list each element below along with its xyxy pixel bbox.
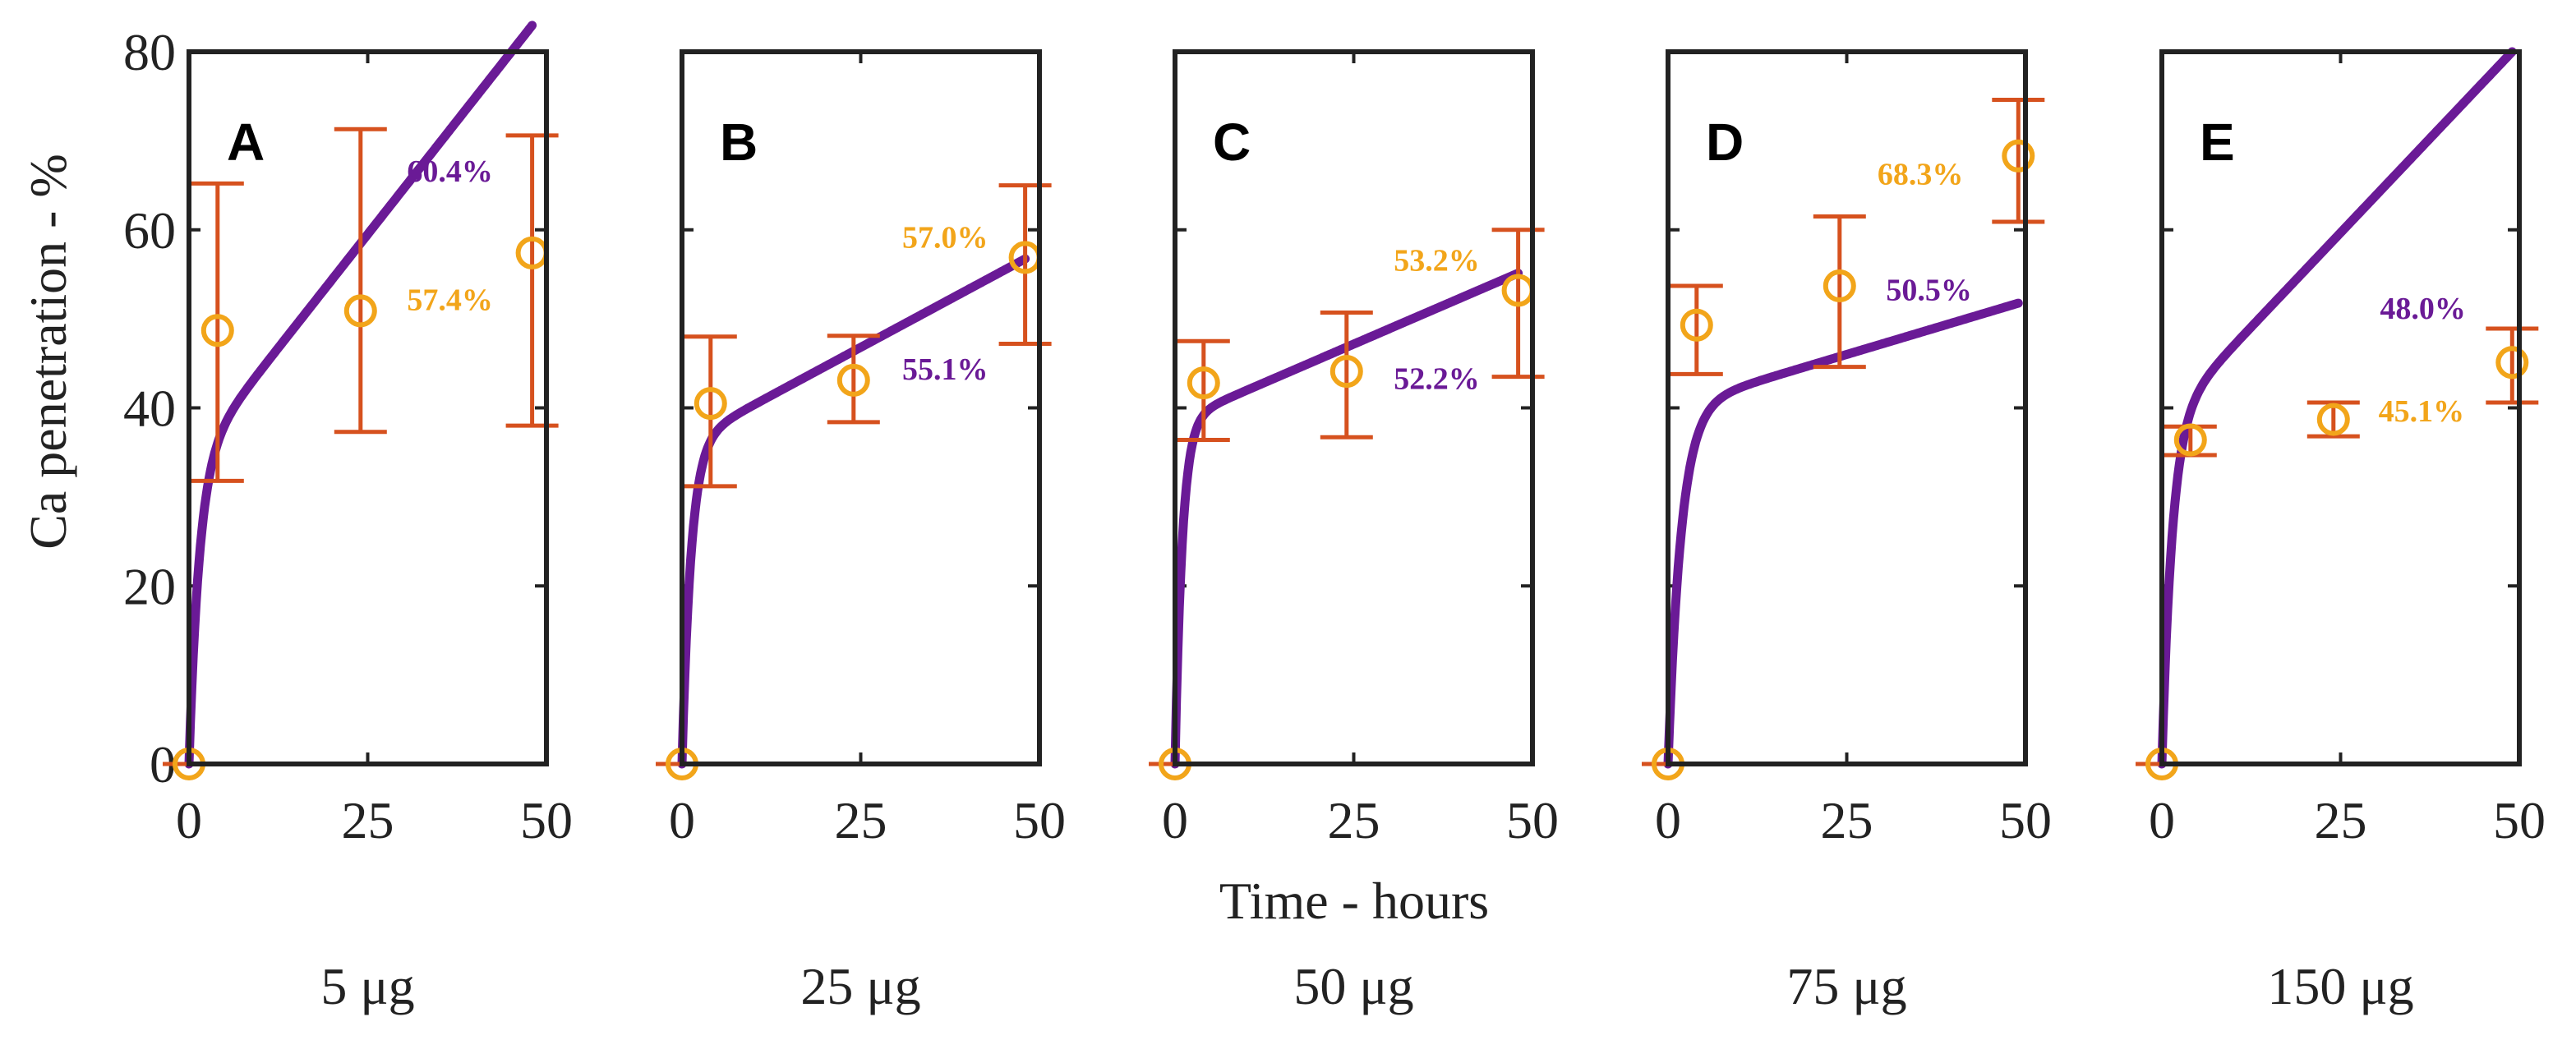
annotation-model: 50.5%: [1886, 273, 1972, 307]
panel-e: 0 25 50 E 48.0% 45.1% 150 μg: [2136, 47, 2546, 1015]
annotation-data: 53.2%: [1394, 244, 1480, 278]
data-point-marker: [836, 363, 870, 397]
y-tick-label: 80: [123, 23, 176, 81]
x-axis-label: Time - hours: [1219, 872, 1489, 930]
panel-b: 0 25 50 B 57.0% 55.1% 25 μg: [656, 49, 1066, 1015]
y-tick-label: 40: [123, 380, 176, 438]
panel-frame: [1666, 49, 2028, 766]
annotation-model: 60.4%: [407, 154, 492, 189]
x-tick-label: 0: [1655, 791, 1681, 849]
data-point-marker: [694, 387, 727, 421]
annotation-data: 68.3%: [1878, 157, 1964, 191]
data-point-marker: [343, 294, 377, 328]
model-curve: [1663, 298, 2023, 769]
panel-letter: E: [2200, 113, 2235, 172]
annotation-data: 57.0%: [902, 220, 988, 255]
x-tick-label: 25: [2315, 791, 2367, 849]
data-point-marker: [1187, 366, 1220, 400]
dose-label: 150 μg: [2267, 957, 2413, 1015]
annotation-data: 57.4%: [407, 283, 492, 317]
dose-label: 25 μg: [800, 957, 920, 1015]
panel-c: 0 25 50 C 53.2% 52.2% 50 μg: [1149, 49, 1559, 1015]
data-point-marker: [2002, 139, 2035, 173]
dose-label: 75 μg: [1786, 957, 1906, 1015]
x-tick-label: 0: [1162, 791, 1188, 849]
panel-letter: A: [227, 113, 265, 172]
data-point-marker: [200, 314, 234, 347]
annotation-model: 55.1%: [902, 352, 988, 387]
x-tick-label: 25: [342, 791, 394, 849]
dose-label: 5 μg: [320, 957, 414, 1015]
panel-d: 0 25 50 D 68.3% 50.5% 75 μg: [1642, 49, 2052, 1015]
dose-label: 50 μg: [1293, 957, 1413, 1015]
data-point-marker: [2316, 403, 2350, 436]
panels: 0 20 40 60 80 0 25 50 A 60.4% 57.4% 5 μg 0 25 50 B 57.0%…: [123, 21, 2546, 1015]
x-tick-label: 50: [1506, 791, 1559, 849]
x-tick-label: 50: [1999, 791, 2052, 849]
x-tick-label: 25: [1328, 791, 1380, 849]
y-tick-label: 20: [123, 557, 176, 615]
annotation-model: 52.2%: [1394, 362, 1480, 397]
panel-frame: [1173, 49, 1535, 766]
x-tick-label: 25: [1821, 791, 1873, 849]
y-axis-label: Ca penetration - %: [19, 154, 77, 550]
data-point-marker: [1823, 269, 1856, 303]
data-point-marker: [2495, 346, 2529, 380]
data-point-marker: [1329, 355, 1363, 389]
panel-letter: D: [1706, 113, 1744, 172]
x-tick-label: 50: [2493, 791, 2546, 849]
panel-frame: [2159, 49, 2522, 766]
x-tick-label: 50: [520, 791, 573, 849]
panel-letter: B: [720, 113, 758, 172]
panel-frame: [680, 49, 1042, 766]
model-curve: [2157, 47, 2517, 769]
x-tick-label: 0: [176, 791, 202, 849]
data-point-marker: [2173, 423, 2207, 457]
x-tick-label: 0: [2149, 791, 2175, 849]
y-tick-label: 60: [123, 201, 176, 260]
panel-letter: C: [1213, 113, 1251, 172]
data-point-marker: [1680, 308, 1713, 342]
x-tick-label: 50: [1013, 791, 1066, 849]
annotation-model: 48.0%: [2380, 292, 2466, 326]
x-tick-label: 25: [835, 791, 887, 849]
annotation-data: 45.1%: [2379, 394, 2465, 429]
panel-frame: [187, 49, 549, 766]
x-tick-label: 0: [669, 791, 695, 849]
